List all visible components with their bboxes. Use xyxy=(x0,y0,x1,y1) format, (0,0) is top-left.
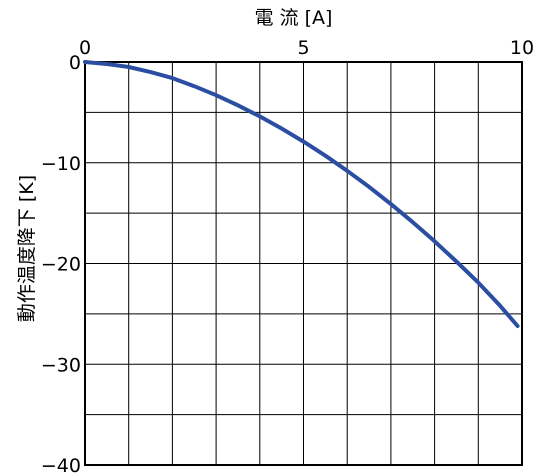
y-tick-label: 0 xyxy=(69,52,81,74)
x-tick-labels: 0 5 10 xyxy=(79,37,534,59)
series-layer xyxy=(83,60,520,328)
y-axis-title: 動作温度降下 [K] xyxy=(16,175,38,322)
y-tick-labels: 0 −10 −20 −30 −40 xyxy=(41,52,81,475)
series-line-0 xyxy=(83,60,520,328)
x-tick-label: 0 xyxy=(79,37,91,59)
grid xyxy=(85,62,522,465)
plot-frame xyxy=(84,61,523,466)
y-tick-label: −40 xyxy=(41,455,81,475)
y-tick-label: −10 xyxy=(41,153,81,175)
x-tick-label: 5 xyxy=(297,37,309,59)
x-tick-label: 10 xyxy=(510,37,534,59)
x-axis-title: 電 流 [A] xyxy=(255,7,333,29)
y-tick-label: −20 xyxy=(41,254,81,276)
y-tick-label: −30 xyxy=(41,354,81,376)
